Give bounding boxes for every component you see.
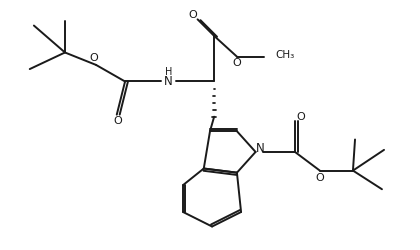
Text: O: O	[315, 172, 324, 182]
Text: N: N	[256, 142, 265, 155]
Text: O: O	[233, 58, 241, 68]
Text: O: O	[113, 116, 122, 126]
Text: N: N	[164, 75, 173, 88]
Text: CH₃: CH₃	[276, 50, 295, 59]
Text: H: H	[165, 68, 172, 78]
Text: O: O	[89, 53, 98, 63]
Text: O: O	[297, 112, 305, 122]
Text: O: O	[188, 10, 197, 20]
